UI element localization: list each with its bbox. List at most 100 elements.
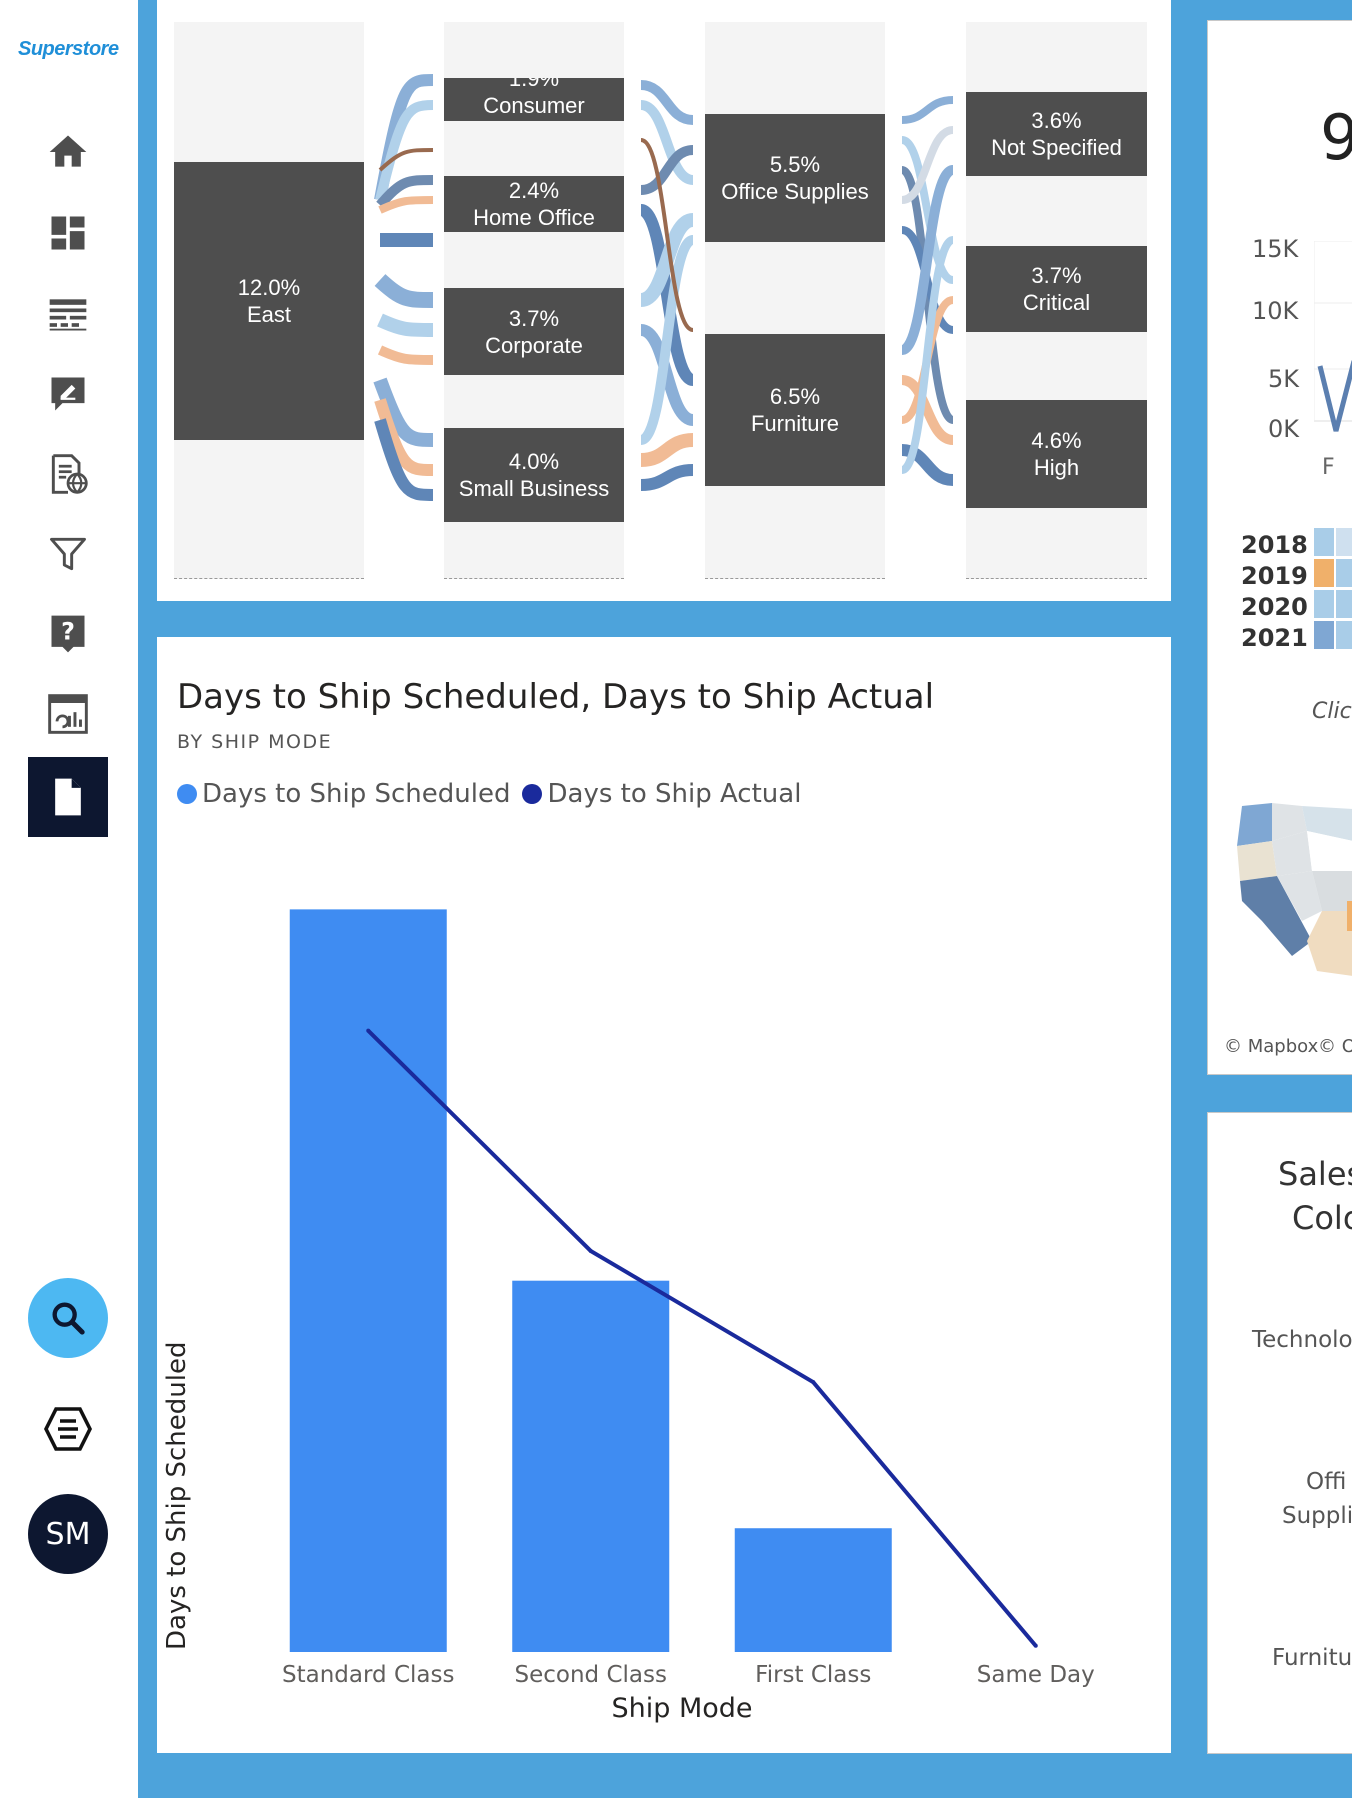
- point-actual-first-class[interactable]: [811, 1380, 816, 1385]
- ship-chart-panel: Days to Ship Scheduled, Days to Ship Act…: [157, 637, 1171, 1753]
- document-icon: [55, 778, 81, 816]
- heatmap-cell[interactable]: [1336, 621, 1352, 649]
- node-category-office-supplies[interactable]: 5.5% Office Supplies: [705, 114, 885, 242]
- node-priority-not-specified[interactable]: 3.6% Not Specified: [966, 92, 1147, 176]
- chart-report-icon: [48, 694, 88, 734]
- map-credit-osm[interactable]: © O: [1318, 1036, 1352, 1057]
- category-office-line2: Suppli: [1282, 1503, 1352, 1529]
- node-pct: 2.4%: [508, 178, 560, 203]
- node-priority-high[interactable]: 4.6% High: [966, 400, 1147, 508]
- right-bottom-panel: Sales Colo Technolo Offi Suppli Furnitu: [1207, 1112, 1352, 1754]
- chart-subtitle: BY SHIP MODE: [177, 731, 333, 753]
- y-tick-5k: 5K: [1268, 365, 1300, 393]
- search-icon: [52, 1302, 85, 1335]
- chart-plot: [289, 909, 1038, 1652]
- line-days-to-ship-actual[interactable]: [366, 1029, 1038, 1648]
- help-icon: ?: [51, 615, 85, 653]
- x-tick-label: Standard Class: [282, 1662, 455, 1688]
- heatmap-cell[interactable]: [1336, 590, 1352, 618]
- heatmap-cell[interactable]: [1314, 621, 1334, 649]
- y-tick-0k: 0K: [1268, 415, 1300, 443]
- sankey-flows: [373, 74, 955, 501]
- legend-label-scheduled: Days to Ship Scheduled: [202, 779, 511, 809]
- node-label: Corporate: [485, 332, 583, 358]
- node-pct: 4.6%: [1031, 428, 1082, 453]
- x-tick-label: Same Day: [976, 1662, 1095, 1688]
- menu-button[interactable]: [43, 1404, 93, 1454]
- bar-first-class[interactable]: [734, 1528, 892, 1652]
- sparkline: [1314, 241, 1352, 432]
- point-actual-second-class[interactable]: [588, 1248, 593, 1253]
- node-pct: 12.0%: [237, 275, 301, 300]
- nav-table[interactable]: [28, 274, 108, 354]
- map-credit-mapbox[interactable]: © Mapbox: [1224, 1036, 1319, 1057]
- legend-label-actual: Days to Ship Actual: [547, 779, 802, 809]
- home-icon: [49, 135, 87, 167]
- node-label: Home Office: [473, 205, 595, 230]
- heatmap-cell[interactable]: [1336, 528, 1352, 556]
- year-2019: 2019: [1241, 562, 1308, 590]
- legend-item-scheduled[interactable]: Days to Ship Scheduled: [177, 779, 510, 809]
- category-technology: Technolo: [1252, 1327, 1352, 1353]
- right-top-panel: 9 15K 10K 5K 0K F 2018 2019 2020 2021 Cl…: [1207, 20, 1352, 1075]
- nav-home[interactable]: [28, 112, 108, 192]
- node-pct: 3.7%: [508, 305, 560, 331]
- node-segment-corporate[interactable]: 3.7% Corporate: [444, 288, 624, 375]
- nav-dashboard[interactable]: [28, 193, 108, 273]
- node-segment-consumer[interactable]: 1.9% Consumer: [444, 78, 624, 121]
- y-axis-title: Days to Ship Scheduled: [162, 1341, 192, 1650]
- x-tick-partial: F: [1322, 455, 1335, 480]
- bottom-chart-title-line1: Sales: [1278, 1155, 1352, 1193]
- nav-document[interactable]: [28, 757, 108, 837]
- x-tick-label: First Class: [755, 1662, 872, 1688]
- node-label: Critical: [1022, 290, 1091, 315]
- point-actual-same-day[interactable]: [1033, 1643, 1038, 1648]
- legend-item-actual[interactable]: Days to Ship Actual: [522, 779, 801, 809]
- bar-second-class[interactable]: [512, 1280, 670, 1652]
- us-map[interactable]: [1232, 801, 1352, 981]
- point-actual-standard-class[interactable]: [366, 1028, 371, 1033]
- node-label: East: [246, 302, 292, 327]
- nav-edit[interactable]: [28, 354, 108, 434]
- dashboard-icon: [51, 216, 85, 250]
- sidebar: Superstore ? SM: [0, 0, 138, 1798]
- node-label: Consumer: [483, 93, 585, 118]
- node-label: Not Specified: [991, 135, 1122, 160]
- heatmap-cell[interactable]: [1314, 528, 1334, 556]
- node-pct: 4.0%: [508, 449, 560, 474]
- node-label: Small Business: [458, 476, 610, 501]
- flows-category-priority: [899, 96, 955, 486]
- node-label: High: [1033, 455, 1080, 480]
- category-office-line1: Offi: [1306, 1469, 1347, 1495]
- legend-dot-scheduled: [177, 784, 197, 804]
- hexagon-menu-icon: [44, 1407, 92, 1451]
- node-category-furniture[interactable]: 6.5% Furniture: [705, 334, 885, 486]
- node-priority-critical[interactable]: 3.7% Critical: [966, 246, 1147, 332]
- edit-icon: [51, 377, 85, 411]
- node-segment-home-office[interactable]: 2.4% Home Office: [444, 176, 624, 232]
- bar-standard-class[interactable]: [289, 909, 447, 1652]
- nav-filter[interactable]: [28, 514, 108, 594]
- table-icon: [49, 299, 87, 331]
- legend-dot-actual: [522, 784, 543, 804]
- bottom-chart-title-line2: Colo: [1292, 1199, 1352, 1237]
- node-segment-small-business[interactable]: 4.0% Small Business: [444, 428, 624, 522]
- heatmap-cell[interactable]: [1314, 590, 1334, 618]
- search-button[interactable]: [28, 1278, 108, 1358]
- node-region-east[interactable]: 12.0% East: [174, 162, 364, 440]
- svg-text:?: ?: [61, 618, 75, 646]
- nav-web-report[interactable]: [28, 434, 108, 514]
- nav-chart-report[interactable]: [28, 674, 108, 754]
- kpi-value-partial: 9: [1320, 101, 1352, 174]
- node-pct: 3.6%: [1031, 108, 1082, 133]
- nav-help[interactable]: ?: [28, 594, 108, 674]
- filter-icon: [50, 537, 86, 571]
- user-avatar[interactable]: SM: [28, 1494, 108, 1574]
- x-axis-title: Ship Mode: [611, 1693, 753, 1724]
- sankey-panel: 12.0% East 1.9% Consumer 2.4% Home Offic…: [157, 0, 1171, 601]
- y-tick-10k: 10K: [1252, 297, 1299, 325]
- web-report-icon: [51, 454, 88, 494]
- heatmap-cell[interactable]: [1314, 559, 1334, 587]
- app-logo[interactable]: Superstore: [18, 38, 119, 60]
- heatmap-cell[interactable]: [1336, 559, 1352, 587]
